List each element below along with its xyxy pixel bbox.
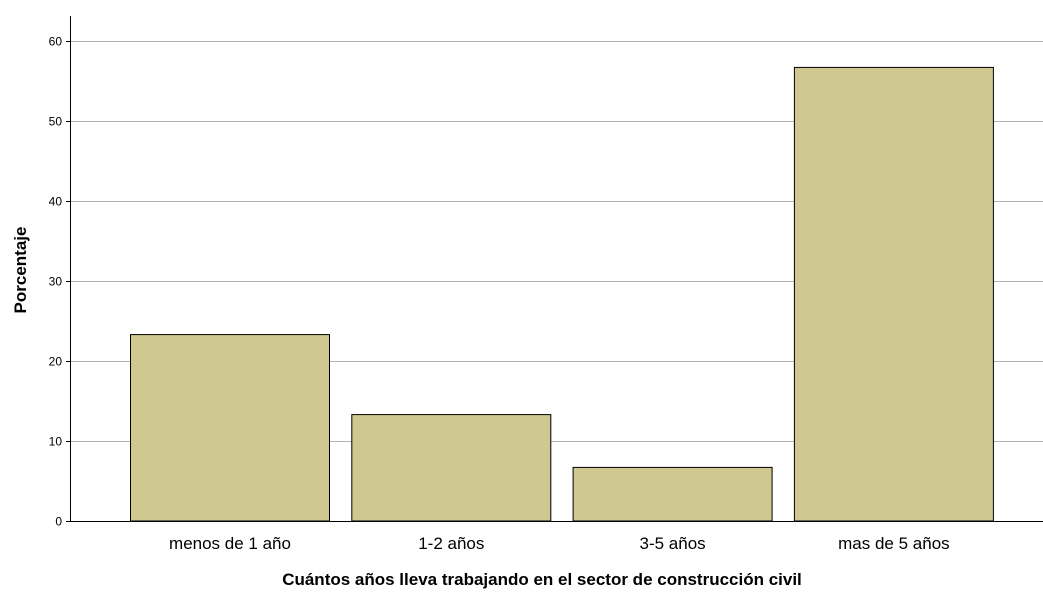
y-axis-title: Porcentaje [11,227,30,314]
bar-0 [130,334,330,522]
bar-1 [351,414,552,522]
x-tick-label-3: mas de 5 años [838,534,950,553]
y-tick-label-30: 30 [49,275,63,289]
x-tick-labels: menos de 1 año 1-2 años 3-5 años mas de 5 a… [169,534,950,553]
y-tick-label-0: 0 [55,515,62,529]
y-tick-label-40: 40 [49,195,63,209]
bars [130,66,994,522]
bar-3 [793,66,994,522]
x-axis-title: Cuántos años lleva trabajando en el sect… [282,570,802,589]
axes [70,16,1043,522]
y-tick-label-10: 10 [49,435,63,449]
x-tick-label-0: menos de 1 año [169,534,291,553]
bar-2 [572,466,773,522]
x-tick-label-2: 3-5 años [640,534,706,553]
y-tick-label-20: 20 [49,355,63,369]
y-tick-label-50: 50 [49,115,63,129]
x-tick-label-1: 1-2 años [418,534,484,553]
y-tick-label-60: 60 [49,35,63,49]
y-tick-labels: 0 10 20 30 40 50 60 [49,35,70,529]
